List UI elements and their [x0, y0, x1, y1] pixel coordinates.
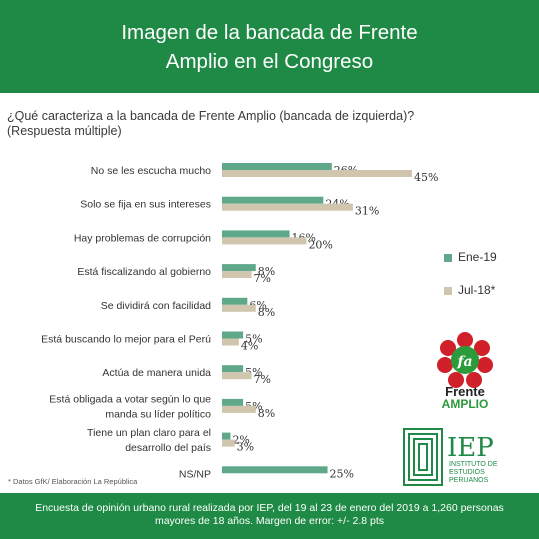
category-label: Hay problemas de corrupción: [74, 232, 211, 244]
category-label: Solo se fija en sus intereses: [80, 199, 211, 211]
value-label-ene19: 8%: [258, 265, 275, 278]
value-label-jul18: 4%: [241, 340, 258, 353]
legend-label-ene19: Ene-19: [458, 250, 497, 264]
iep-line2: ESTUDIOS: [449, 469, 485, 476]
category-label: desarrollo del país: [125, 442, 211, 454]
fa-monogram: fa: [456, 354, 472, 370]
iep-pattern-icon: [403, 428, 443, 486]
frente-amplio-logo: fa Frente AMPLIO: [437, 332, 493, 410]
category-label: Se dividirá con facilidad: [101, 300, 211, 312]
legend-swatch-jul18: [444, 286, 452, 295]
bar-jul18: [222, 271, 252, 279]
category-label: NS/NP: [179, 468, 211, 480]
value-label-jul18: 8%: [258, 407, 275, 420]
bar-jul18: [222, 338, 239, 346]
value-label-jul18: 7%: [254, 373, 271, 386]
bar-ene19: [222, 331, 244, 339]
question-text: ¿Qué caracteriza a la bancada de Frente …: [7, 109, 487, 139]
bar-jul18: [222, 304, 256, 312]
category-label: Está obligada a votar según lo que: [49, 393, 211, 405]
iep-line3: PERUANOS: [449, 477, 489, 484]
bar-jul18: [222, 237, 307, 245]
value-label-ene19: 2%: [232, 434, 249, 447]
bar-ene19: [222, 163, 332, 170]
legend-label-jul18: Jul-18*: [458, 283, 496, 297]
value-label-jul18: 45%: [414, 171, 438, 184]
chart-title-line2: Amplio en el Congreso: [165, 50, 374, 73]
footer-banner: Encuesta de opinión urbano rural realiza…: [0, 493, 539, 539]
header-banner: Imagen de la bancada de Frente Amplio en…: [0, 0, 539, 93]
value-label-jul18: 3%: [237, 441, 254, 454]
bar-jul18: [222, 203, 353, 211]
value-label-ene19: 5%: [245, 333, 262, 346]
value-label-jul18: 7%: [254, 272, 271, 285]
legend-item-ene19: Ene-19: [444, 250, 497, 264]
bar-ene19: [222, 264, 256, 272]
bar-jul18: [222, 439, 235, 447]
category-label: Actúa de manera unida: [102, 367, 211, 379]
bar-jul18: [222, 372, 252, 380]
bar-ene19: [222, 230, 290, 238]
legend-swatch-ene19: [444, 253, 452, 262]
question-line1: ¿Qué caracteriza a la bancada de Frente …: [7, 109, 415, 123]
fa-word-frente: Frente: [445, 384, 485, 399]
value-label-ene19: 25%: [330, 467, 354, 480]
value-label-jul18: 8%: [258, 306, 275, 319]
bar-jul18: [222, 405, 256, 413]
bar-ene19: [222, 466, 328, 474]
bar-ene19: [222, 196, 324, 204]
iep-logo: IEP INSTITUTO DE ESTUDIOS PERUANOS: [403, 428, 498, 486]
bar-ene19: [222, 297, 248, 305]
bar-ene19: [222, 398, 244, 406]
bar-jul18: [222, 170, 412, 177]
chart-title-line1: Imagen de la bancada de Frente: [121, 21, 418, 44]
category-label: manda su líder político: [105, 408, 211, 420]
question-line2: (Respuesta múltiple): [7, 124, 122, 138]
bar-ene19: [222, 365, 244, 373]
category-label: Está buscando lo mejor para el Perú: [41, 334, 211, 346]
flower-icon: [437, 332, 493, 388]
fa-word-amplio: AMPLIO: [442, 397, 489, 410]
legend-item-jul18: Jul-18*: [444, 283, 495, 297]
category-label: Está fiscalizando al gobierno: [77, 266, 211, 278]
iep-abbr: IEP: [447, 433, 494, 463]
category-label: Tiene un plan claro para el: [87, 427, 211, 439]
footer-line1: Encuesta de opinión urbano rural realiza…: [35, 502, 504, 514]
iep-line1: INSTITUTO DE: [449, 461, 498, 468]
value-label-jul18: 31%: [355, 205, 379, 218]
category-label: No se les escucha mucho: [91, 165, 211, 177]
footer-line2: mayores de 18 años. Margen de error: +/-…: [154, 515, 385, 527]
value-label-jul18: 20%: [308, 238, 332, 251]
bar-ene19: [222, 432, 231, 440]
source-note: * Datos GfK/ Elaboración La República: [8, 477, 138, 486]
